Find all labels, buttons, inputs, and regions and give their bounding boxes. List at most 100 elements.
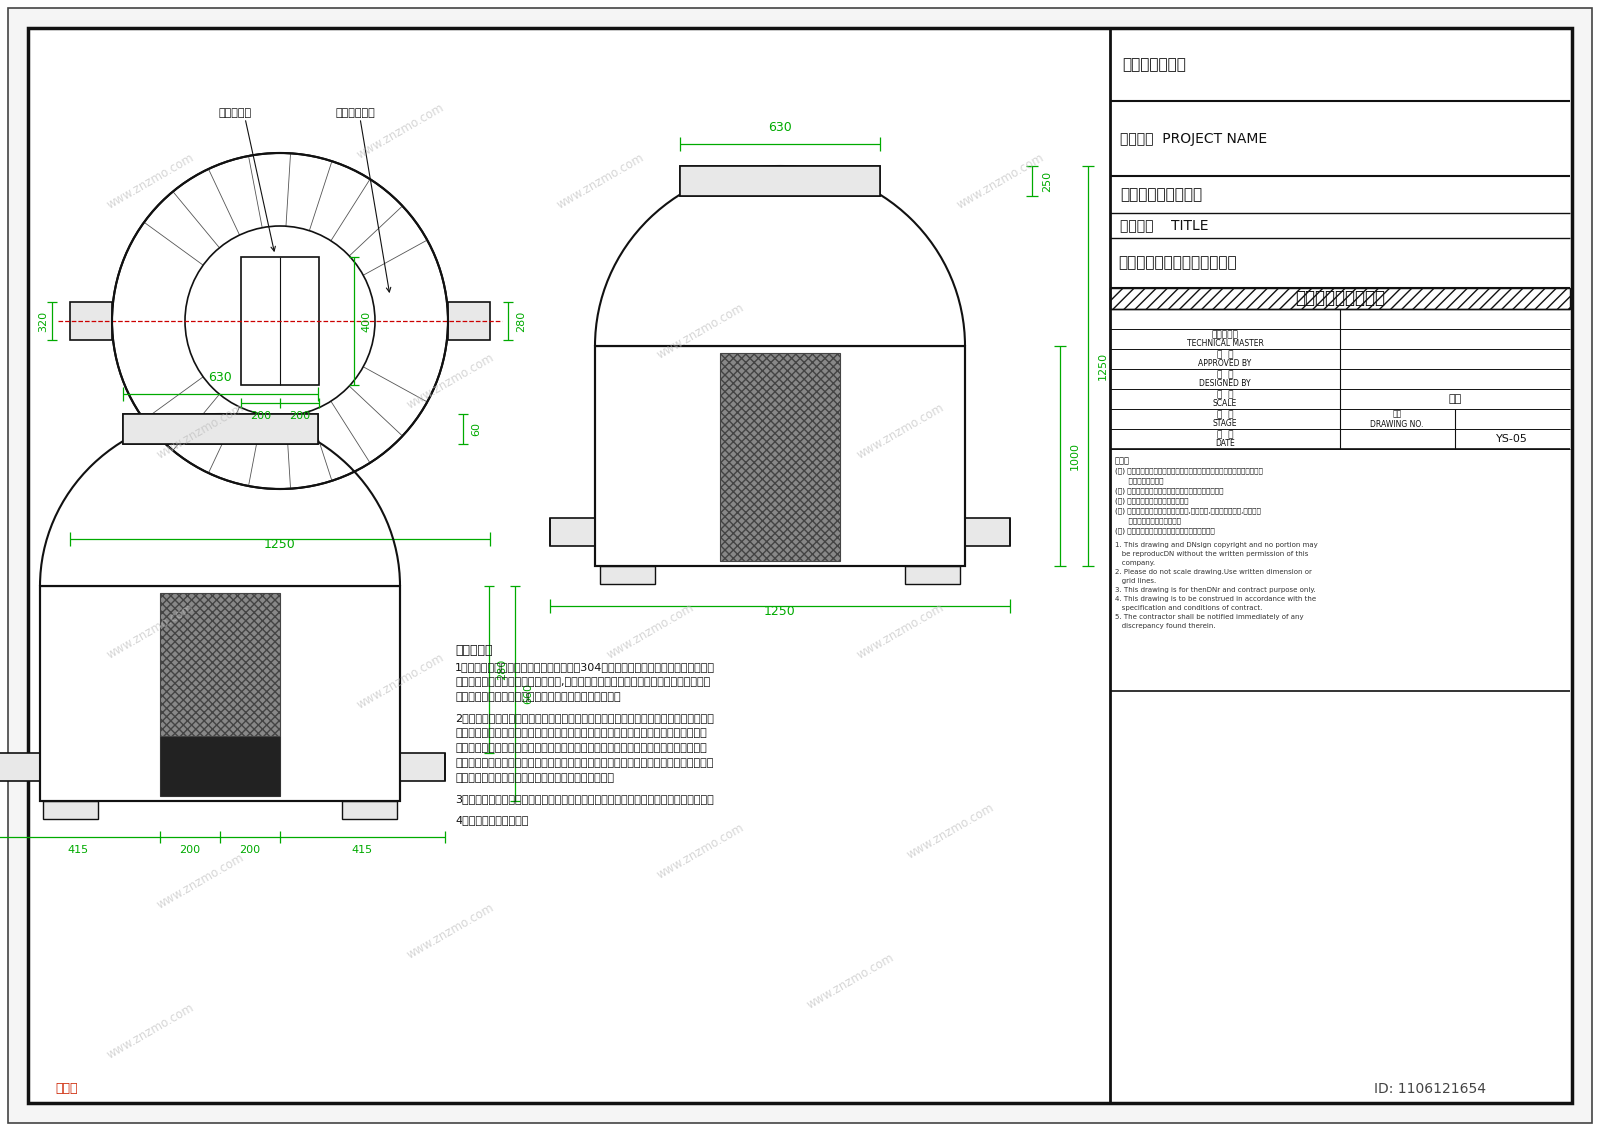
Text: (四) 使用此图时应同时参照建筑图则,结构图则,及其它有关图则,施工说明: (四) 使用此图时应同时参照建筑图则,结构图则,及其它有关图则,施工说明 <box>1115 507 1261 513</box>
Text: www.znzmo.com: www.znzmo.com <box>405 351 496 412</box>
Text: 不锈鑂提篹: 不锈鑂提篹 <box>219 107 251 118</box>
Bar <box>965 518 1010 546</box>
Text: 注意：: 注意： <box>1115 456 1130 465</box>
Text: www.znzmo.com: www.znzmo.com <box>605 601 696 662</box>
Text: 及合约内列明的各项条件。: 及合约内列明的各项条件。 <box>1115 517 1181 524</box>
Text: 280: 280 <box>498 659 507 680</box>
Text: 在污染较轻的区域可直接达到生活杂用水的水质标准。: 在污染较轻的区域可直接达到生活杂用水的水质标准。 <box>454 772 614 783</box>
Text: 专业负责人: 专业负责人 <box>1211 330 1238 339</box>
Text: 200: 200 <box>250 411 270 421</box>
Text: 截污过滤弃流一体化设备详图: 截污过滤弃流一体化设备详图 <box>1118 256 1237 270</box>
Text: 415: 415 <box>352 845 373 855</box>
Text: 320: 320 <box>38 310 48 331</box>
Text: 不锈鑂过滤网: 不锈鑂过滤网 <box>334 107 374 118</box>
Text: 630: 630 <box>768 121 792 133</box>
Text: (五) 承建商如发现有矛盾处，应立即通知本公司。: (五) 承建商如发现有矛盾处，应立即通知本公司。 <box>1115 527 1214 534</box>
Text: 设  计: 设 计 <box>1216 371 1234 380</box>
Text: (二) 初所以比例量度及此图，一切应以数字所示为准。: (二) 初所以比例量度及此图，一切应以数字所示为准。 <box>1115 487 1224 493</box>
Text: www.znzmo.com: www.znzmo.com <box>354 650 446 711</box>
Text: 审  核: 审 核 <box>1216 351 1234 360</box>
Bar <box>43 801 98 819</box>
Text: 5. The contractor shall be notified immediately of any: 5. The contractor shall be notified imme… <box>1115 614 1304 620</box>
Text: www.znzmo.com: www.znzmo.com <box>104 1001 195 1061</box>
Text: 1、本产品外壳材质为玻璃顢，内置不锈鑂304提篹及过滤网，可有效拦截较大固体污: 1、本产品外壳材质为玻璃顢，内置不锈鑂304提篹及过滤网，可有效拦截较大固体污 <box>454 662 715 672</box>
Text: 1250: 1250 <box>765 605 795 618</box>
Text: www.znzmo.com: www.znzmo.com <box>805 951 896 1011</box>
Text: 2、产品内置水流蝶挡板、控制阀、空制球，不锈鑂滤网，当达到设定的弃流量时，排污: 2、产品内置水流蝶挡板、控制阀、空制球，不锈鑂滤网，当达到设定的弃流量时，排污 <box>454 713 714 723</box>
Text: 60: 60 <box>470 422 482 435</box>
Text: 口自动关闭，停止弃流，进行雨水收集，内置的不锈鑂过滤网可以对收集的雨水进行过: 口自动关闭，停止弃流，进行雨水收集，内置的不锈鑂过滤网可以对收集的雨水进行过 <box>454 728 707 739</box>
Text: 1250: 1250 <box>1098 352 1107 380</box>
Text: www.znzmo.com: www.znzmo.com <box>654 821 746 881</box>
Text: 项目名称  PROJECT NAME: 项目名称 PROJECT NAME <box>1120 131 1267 146</box>
Text: 400: 400 <box>362 310 371 331</box>
Text: (一) 此设计图纸之版权归本公司所有，非得本公司书面批准，任何部份不得: (一) 此设计图纸之版权归本公司所有，非得本公司书面批准，任何部份不得 <box>1115 467 1262 474</box>
Text: TECHNICAL MASTER: TECHNICAL MASTER <box>1187 339 1264 348</box>
Text: www.znzmo.com: www.znzmo.com <box>854 400 946 461</box>
Bar <box>906 566 960 584</box>
Text: 280: 280 <box>515 310 526 331</box>
Text: 染物，从而保护后续设备的正常运行,同时可有效均将前期浓度较高的污染物抛弃，实现: 染物，从而保护后续设备的正常运行,同时可有效均将前期浓度较高的污染物抛弃，实现 <box>454 677 710 687</box>
Text: DATE: DATE <box>1214 440 1235 449</box>
Text: 图号
DRAWING NO.: 图号 DRAWING NO. <box>1370 409 1424 429</box>
Bar <box>70 302 112 340</box>
Text: 1000: 1000 <box>1070 442 1080 470</box>
Text: 雨水收集与利用系统: 雨水收集与利用系统 <box>1294 290 1386 308</box>
Bar <box>595 346 965 566</box>
Bar <box>40 586 400 801</box>
Bar <box>0 753 40 782</box>
Text: 知末网: 知末网 <box>54 1082 77 1096</box>
Text: 原理说明：: 原理说明： <box>454 645 493 657</box>
Text: www.znzmo.com: www.znzmo.com <box>154 851 246 912</box>
Bar <box>40 586 400 801</box>
Text: 专业: 专业 <box>1448 394 1462 404</box>
Text: specification and conditions of contract.: specification and conditions of contract… <box>1115 605 1262 611</box>
Text: 2. Please do not scale drawing.Use written dimension or: 2. Please do not scale drawing.Use writt… <box>1115 569 1312 575</box>
Text: 415: 415 <box>67 845 88 855</box>
Text: www.znzmo.com: www.znzmo.com <box>554 150 646 211</box>
Text: 滤，过滤产生的污染物会留在排污口筱体内，降雨结束后，排污口自动打开，污染物将: 滤，过滤产生的污染物会留在排污口筱体内，降雨结束后，排污口自动打开，污染物将 <box>454 743 707 753</box>
Text: YS-05: YS-05 <box>1496 434 1528 444</box>
Text: company.: company. <box>1115 560 1155 566</box>
Bar <box>550 518 595 546</box>
Text: 比  例: 比 例 <box>1216 390 1234 399</box>
Text: 随剩余水流排出，装置恢复原状，等待下次降雨。并且内部配有精度高的不锈鑂过滤网，: 随剩余水流排出，装置恢复原状，等待下次降雨。并且内部配有精度高的不锈鑂过滤网， <box>454 758 714 768</box>
Text: 1250: 1250 <box>264 538 296 551</box>
Text: 日  期: 日 期 <box>1216 431 1234 440</box>
Bar <box>1110 288 1570 309</box>
Text: www.znzmo.com: www.znzmo.com <box>104 150 195 211</box>
Text: (三) 此图只供部部标及签合同之用。: (三) 此图只供部部标及签合同之用。 <box>1115 497 1189 503</box>
Text: 630: 630 <box>208 371 232 385</box>
Text: www.znzmo.com: www.znzmo.com <box>405 900 496 961</box>
Text: 阶  段: 阶 段 <box>1216 411 1234 420</box>
Text: www.znzmo.com: www.znzmo.com <box>154 400 246 461</box>
Text: 图纸名称    TITLE: 图纸名称 TITLE <box>1120 218 1208 233</box>
Circle shape <box>112 153 448 489</box>
Bar <box>595 346 965 566</box>
Text: be reproducDN without the written permission of this: be reproducDN without the written permis… <box>1115 551 1309 556</box>
Text: 技术出图专用章: 技术出图专用章 <box>1122 57 1186 72</box>
Text: 3、本产品主要应用于前期雨水雨收集处理，能够一体化实现截污沉淠过滤弃流等功能。: 3、本产品主要应用于前期雨水雨收集处理，能够一体化实现截污沉淠过滤弃流等功能。 <box>454 794 714 804</box>
Text: www.znzmo.com: www.znzmo.com <box>654 301 746 361</box>
Bar <box>680 166 880 196</box>
Text: 660: 660 <box>523 683 533 703</box>
Text: 4、本产品可直接地埋。: 4、本产品可直接地埋。 <box>454 815 528 824</box>
Bar <box>160 593 280 736</box>
Text: DESIGNED BY: DESIGNED BY <box>1198 380 1251 389</box>
Text: APPROVED BY: APPROVED BY <box>1198 360 1251 369</box>
Bar <box>123 414 317 444</box>
Text: www.znzmo.com: www.znzmo.com <box>904 801 995 862</box>
Text: ID: 1106121654: ID: 1106121654 <box>1374 1082 1486 1096</box>
Bar <box>600 566 654 584</box>
Text: 250: 250 <box>1042 171 1053 191</box>
Text: 3. This drawing is for thenDNr and contract purpose only.: 3. This drawing is for thenDNr and contr… <box>1115 587 1315 593</box>
Text: grid lines.: grid lines. <box>1115 578 1157 584</box>
Text: 1. This drawing and DNsign copyright and no portion may: 1. This drawing and DNsign copyright and… <box>1115 542 1318 549</box>
Bar <box>242 257 318 385</box>
Bar <box>400 753 445 782</box>
Text: SCALE: SCALE <box>1213 399 1237 408</box>
Bar <box>448 302 490 340</box>
Bar <box>342 801 397 819</box>
Text: STAGE: STAGE <box>1213 420 1237 429</box>
Text: 翻造抄写或复印。: 翻造抄写或复印。 <box>1115 477 1163 484</box>
